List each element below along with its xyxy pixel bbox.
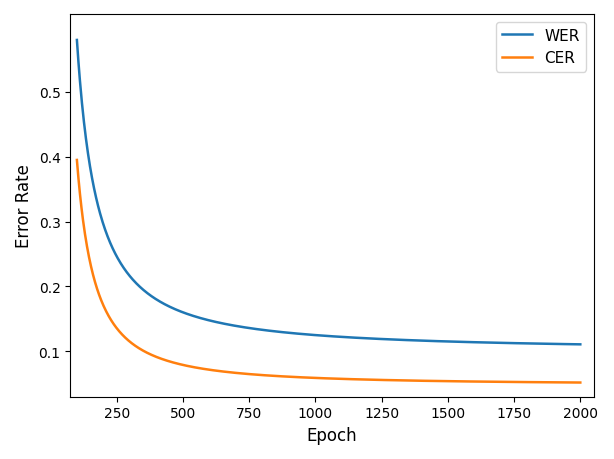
X-axis label: Epoch: Epoch [306, 426, 357, 444]
CER [277, 374, 284, 379]
WER [73, 38, 80, 44]
WER [577, 342, 584, 347]
Line: WER: WER [77, 41, 580, 345]
CER [475, 379, 482, 385]
Legend: WER, CER: WER, CER [495, 22, 586, 73]
CER [466, 379, 473, 384]
WER [125, 272, 132, 277]
Y-axis label: Error Rate: Error Rate [15, 164, 33, 248]
CER [73, 158, 80, 163]
CER [295, 375, 302, 380]
WER [419, 338, 426, 344]
WER [475, 340, 482, 345]
WER [295, 331, 302, 337]
WER [466, 340, 473, 345]
CER [577, 380, 584, 386]
Line: CER: CER [77, 161, 580, 383]
CER [125, 338, 132, 343]
WER [277, 330, 284, 335]
CER [419, 378, 426, 384]
